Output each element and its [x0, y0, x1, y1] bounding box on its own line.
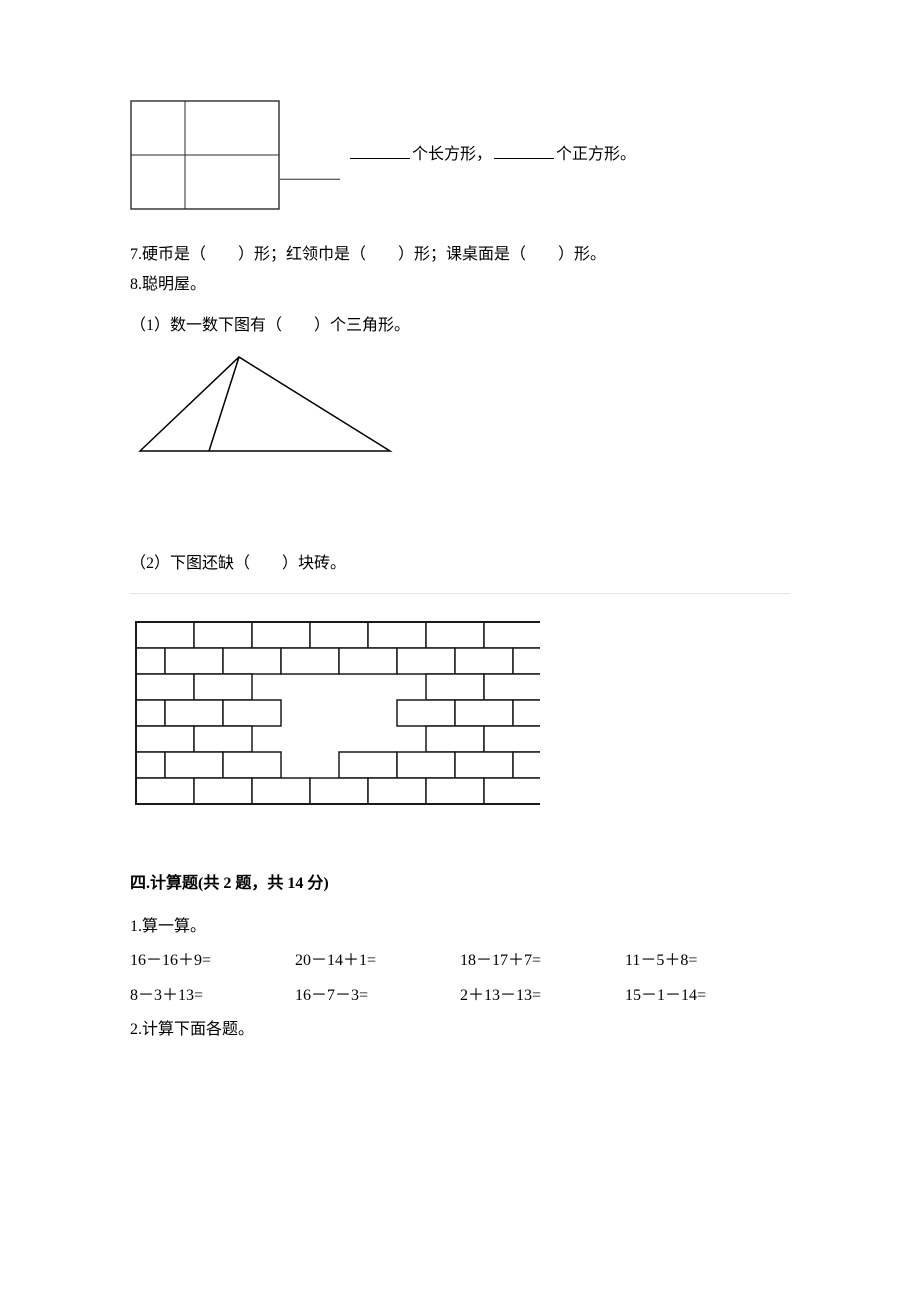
- calc-expression: 16－7－3=: [295, 981, 460, 1011]
- text-rectangles: 个长方形，: [412, 140, 492, 170]
- calc-expression: 8－3＋13=: [130, 981, 295, 1011]
- rect-diagram: [130, 100, 340, 210]
- rectangle-count-figure: 个长方形， 个正方形。: [130, 100, 790, 210]
- calc-expression: 2＋13－13=: [460, 981, 625, 1011]
- page: 个长方形， 个正方形。 7.硬币是（ ）形；红领巾是（ ）形；课桌面是（ ）形。…: [0, 0, 920, 1105]
- text-squares: 个正方形。: [556, 140, 636, 170]
- calc-expression: 16－16＋9=: [130, 946, 295, 976]
- calc-problems: 16－16＋9=20－14＋1=18－17＋7=11－5＋8=8－3＋13=16…: [130, 946, 790, 1011]
- blank-squares[interactable]: [494, 142, 554, 159]
- question-8-2: （2）下图还缺（ ）块砖。: [130, 549, 790, 579]
- section-4-title: 四.计算题(共 2 题，共 14 分): [130, 869, 790, 899]
- blank-rectangles[interactable]: [350, 142, 410, 159]
- divider: [130, 593, 790, 594]
- question-8-title: 8.聪明屋。: [130, 270, 790, 300]
- sec4-q2: 2.计算下面各题。: [130, 1015, 790, 1045]
- rect-fill-text: 个长方形， 个正方形。: [348, 140, 636, 170]
- calc-expression: 11－5＋8=: [625, 946, 790, 976]
- calc-row: 8－3＋13=16－7－3=2＋13－13=15－1－14=: [130, 981, 790, 1011]
- question-8-1: （1）数一数下图有（ ）个三角形。: [130, 311, 790, 341]
- brick-figure: [130, 612, 790, 833]
- calc-expression: 15－1－14=: [625, 981, 790, 1011]
- triangle-figure: [130, 353, 790, 466]
- triangle-diagram: [130, 353, 400, 455]
- question-7: 7.硬币是（ ）形；红领巾是（ ）形；课桌面是（ ）形。: [130, 240, 790, 270]
- calc-expression: 18－17＋7=: [460, 946, 625, 976]
- brick-diagram: [130, 612, 540, 822]
- sec4-q1: 1.算一算。: [130, 912, 790, 942]
- calc-row: 16－16＋9=20－14＋1=18－17＋7=11－5＋8=: [130, 946, 790, 976]
- calc-expression: 20－14＋1=: [295, 946, 460, 976]
